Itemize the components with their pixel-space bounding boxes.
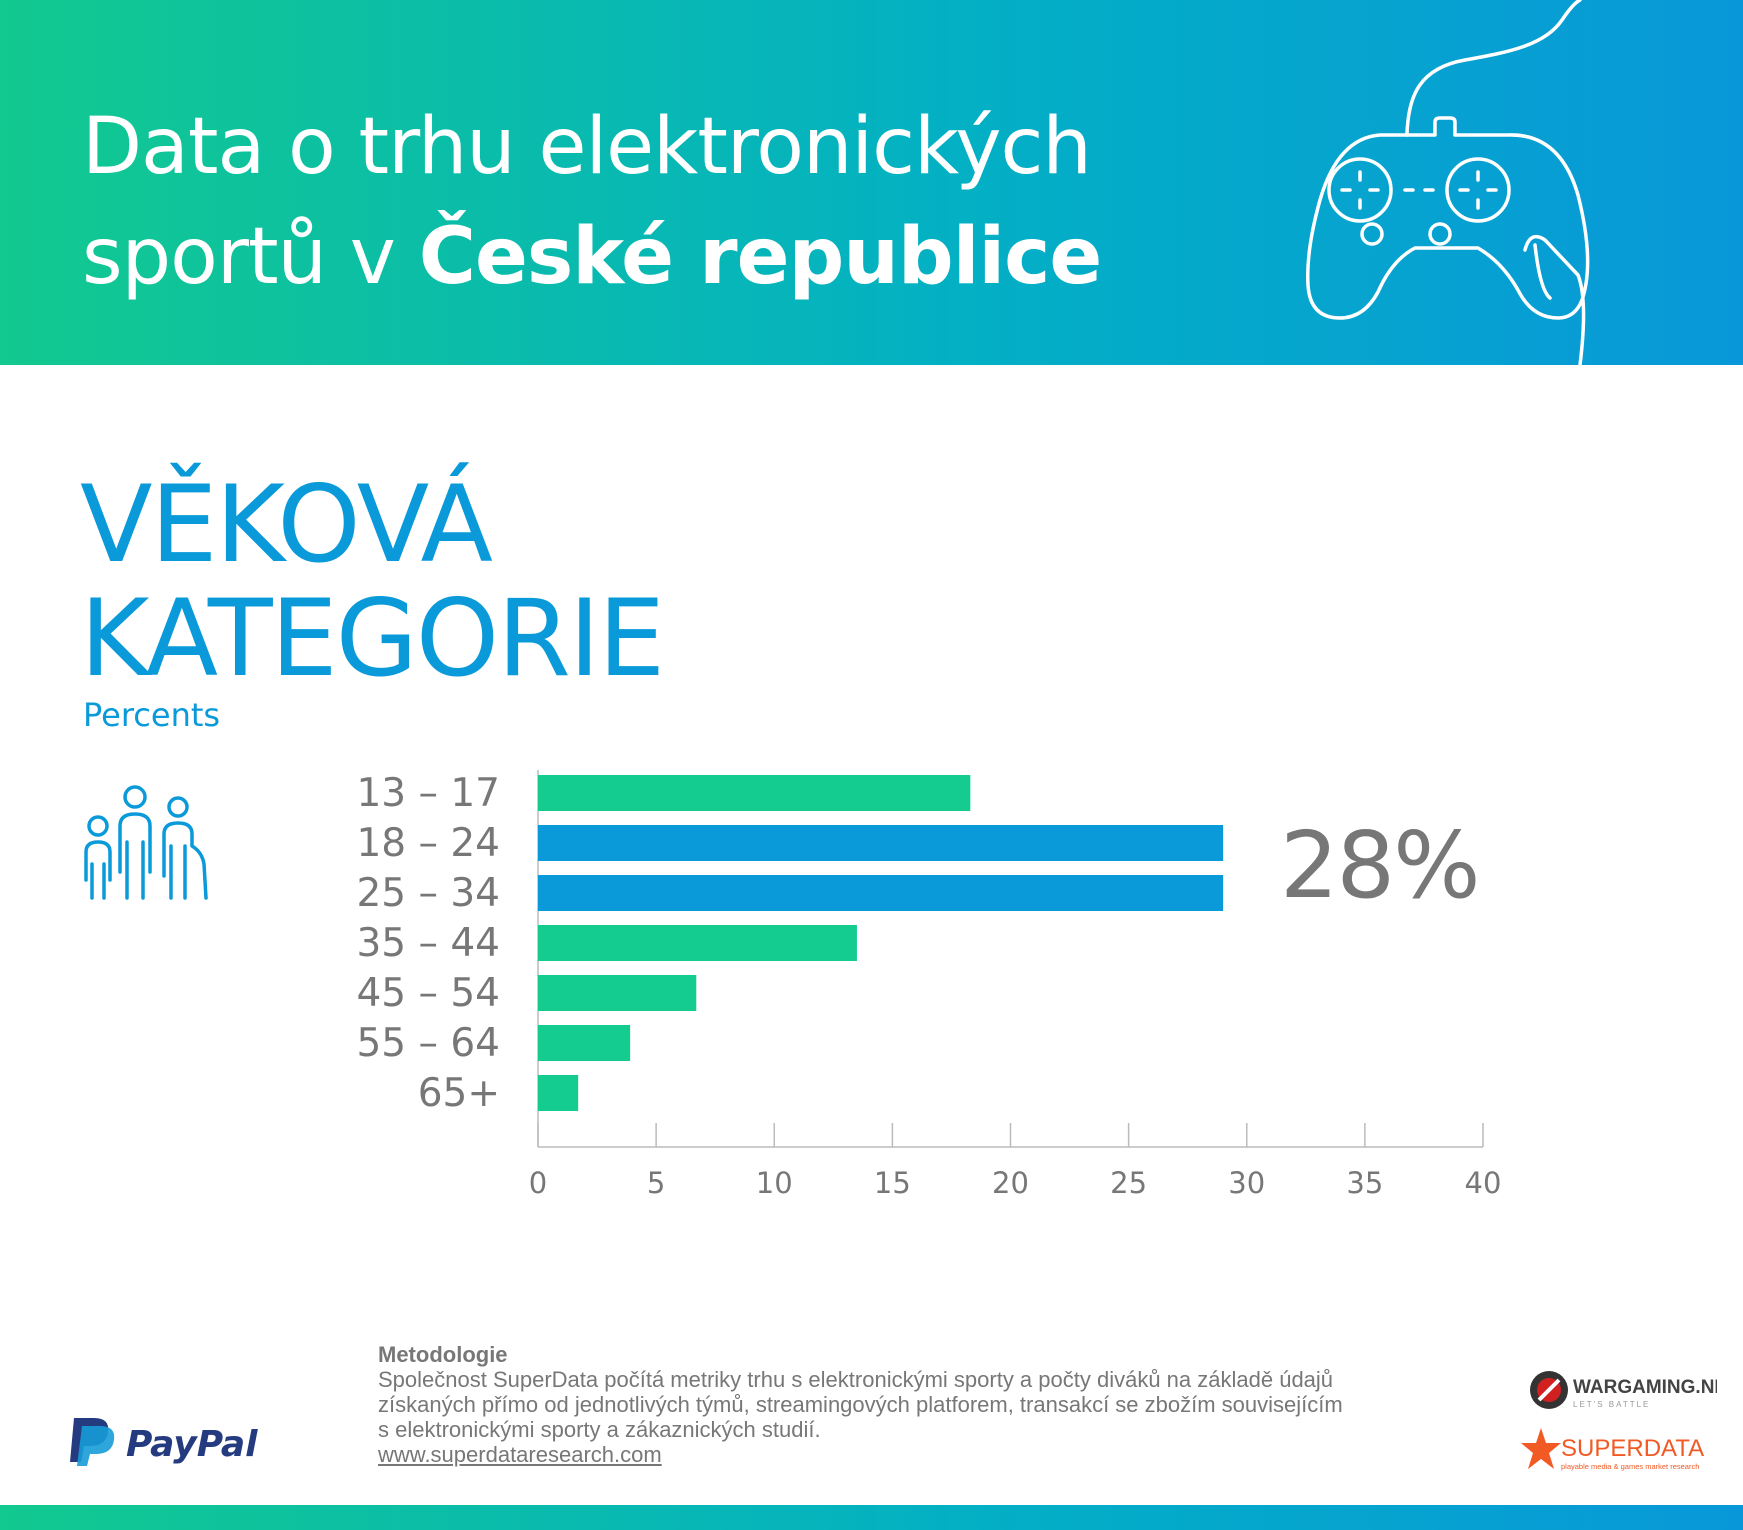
section-title-line-1: VĚKOVÁ bbox=[80, 463, 493, 586]
category-label-6: 55 – 64 bbox=[356, 1021, 500, 1066]
bar-7 bbox=[538, 1075, 579, 1111]
x-tick-label-2: 5 bbox=[647, 1166, 665, 1200]
methodology-link[interactable]: www.superdataresearch.com bbox=[378, 1442, 662, 1467]
wargaming-tagline: LET'S BATTLE bbox=[1573, 1400, 1650, 1409]
category-label-2: 18 – 24 bbox=[356, 821, 500, 866]
section-title: VĚKOVÁ KATEGORIE bbox=[80, 468, 665, 696]
x-tick-label-7: 30 bbox=[1228, 1166, 1265, 1200]
bar-2 bbox=[538, 825, 1224, 861]
header-banner: Data o trhu elektronických sportů v Česk… bbox=[0, 0, 1743, 365]
x-tick-label-5: 20 bbox=[992, 1166, 1029, 1200]
category-label-3: 25 – 34 bbox=[356, 871, 500, 916]
superdata-tagline: playable media & games market research bbox=[1561, 1462, 1699, 1471]
bar-1 bbox=[538, 775, 971, 811]
category-label-1: 13 – 17 bbox=[356, 771, 500, 816]
superdata-logo: SUPERDATA playable media & games market … bbox=[1521, 1426, 1721, 1482]
bar-6 bbox=[538, 1025, 631, 1061]
category-label-4: 35 – 44 bbox=[356, 921, 500, 966]
x-tick-label-9: 40 bbox=[1465, 1166, 1502, 1200]
title-line-2-prefix: sportů v bbox=[82, 212, 419, 302]
bar-3 bbox=[538, 875, 1224, 911]
section-subtitle: Percents bbox=[83, 696, 221, 734]
title-line-1: Data o trhu elektronických bbox=[82, 102, 1092, 192]
bar-4 bbox=[538, 925, 857, 961]
x-tick-label-8: 35 bbox=[1346, 1166, 1383, 1200]
methodology-note: Metodologie Společnost SuperData počítá … bbox=[378, 1342, 1388, 1467]
gamepad-icon bbox=[1306, 0, 1590, 365]
x-tick-label-6: 25 bbox=[1110, 1166, 1147, 1200]
paypal-wordmark: PayPal bbox=[126, 1424, 258, 1465]
x-tick-label-4: 15 bbox=[874, 1166, 911, 1200]
wargaming-wordmark: WARGAMING.NET bbox=[1573, 1377, 1717, 1398]
superdata-wordmark: SUPERDATA bbox=[1561, 1435, 1704, 1462]
methodology-line-2: získaných přímo od jednotlivých týmů, st… bbox=[378, 1392, 1343, 1417]
title-line-2-bold: České republice bbox=[418, 212, 1103, 302]
highlight-annotation: 28% bbox=[1280, 812, 1480, 919]
paypal-logo: PayPal bbox=[66, 1412, 286, 1470]
category-label-7: 65+ bbox=[418, 1071, 500, 1116]
page-title: Data o trhu elektronických sportů v Česk… bbox=[82, 92, 1103, 312]
methodology-heading: Metodologie bbox=[378, 1342, 508, 1367]
methodology-line-1: Společnost SuperData počítá metriky trhu… bbox=[378, 1367, 1334, 1392]
section-title-line-2: KATEGORIE bbox=[80, 577, 665, 700]
bar-5 bbox=[538, 975, 697, 1011]
people-icon bbox=[84, 785, 208, 900]
bottom-bar bbox=[0, 1505, 1743, 1530]
methodology-line-3: s elektronickými sporty a zákaznických s… bbox=[378, 1417, 821, 1442]
category-label-5: 45 – 54 bbox=[356, 971, 500, 1016]
x-tick-label-3: 10 bbox=[756, 1166, 793, 1200]
wargaming-logo: WARGAMING.NET LET'S BATTLE bbox=[1527, 1366, 1739, 1418]
x-tick-label-1: 0 bbox=[529, 1166, 547, 1200]
